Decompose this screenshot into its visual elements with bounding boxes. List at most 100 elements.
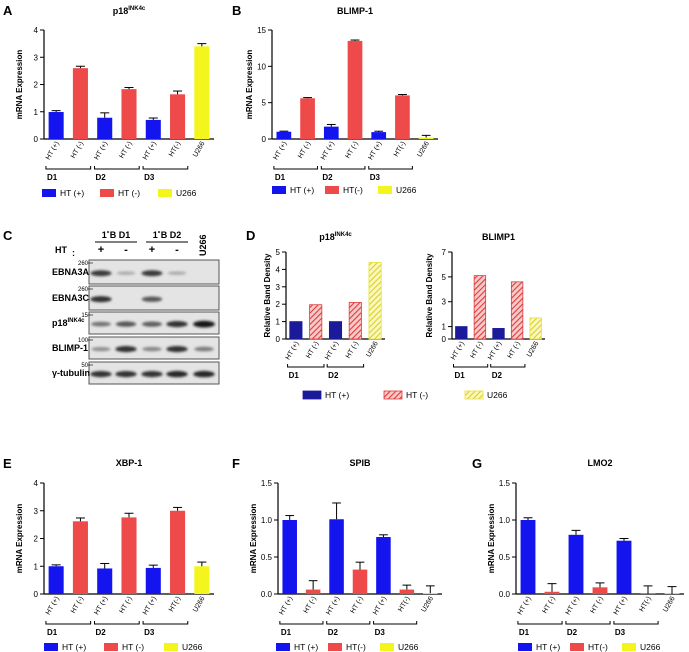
group-label: D3 <box>144 628 155 637</box>
group-label: D2 <box>328 371 339 380</box>
group-bracket: D1 <box>45 621 92 637</box>
blot-row-label: BLIMP-1 <box>52 343 88 353</box>
group-label: D2 <box>322 173 333 182</box>
x-tick-label: HT (+) <box>450 341 466 362</box>
y-tick-label: 0 <box>262 135 267 144</box>
group-label: D1 <box>454 371 465 380</box>
bracket-line <box>287 364 325 368</box>
group-bracket: D1 <box>273 166 319 182</box>
x-tick-label: HT(-) <box>397 596 411 614</box>
mw-marker: 260 <box>78 261 89 267</box>
blot-row-label: EBNA3C <box>52 293 90 303</box>
legend-label: HT (+) <box>60 188 84 198</box>
x-tick-label: HT (+) <box>278 596 294 617</box>
x-tick-label: HT (+) <box>142 596 158 617</box>
group-bracket: D2 <box>490 364 526 380</box>
bracket-line <box>517 621 563 625</box>
bar <box>289 321 303 340</box>
x-tick-label: HT (+) <box>613 596 629 617</box>
legend-swatch <box>622 643 636 651</box>
group-label: D2 <box>96 628 107 637</box>
blot-band <box>115 321 137 327</box>
bar <box>616 540 632 594</box>
y-tick-label: 5 <box>442 273 447 282</box>
legend: HT (+) HT (-) U266 <box>42 188 197 198</box>
panel-label-G: G <box>472 456 482 471</box>
group-label: D1 <box>47 173 58 182</box>
blot-band <box>166 321 188 328</box>
x-tick-label: HT (-) <box>303 596 318 615</box>
mw-marker: 260 <box>78 287 89 293</box>
bar <box>395 95 410 139</box>
legend: HT (+) HT (-) U266 <box>302 390 508 400</box>
bracket-line <box>142 166 189 170</box>
blot-band <box>141 321 163 327</box>
x-tick-label: HT (-) <box>542 596 557 615</box>
lane-group-label: 1˚B D1 <box>102 230 131 240</box>
x-tick-label: HT (+) <box>325 596 341 617</box>
bar <box>592 587 608 594</box>
y-tick-label: 1.0 <box>499 516 511 525</box>
bar <box>329 519 344 594</box>
group-label: D3 <box>615 628 626 637</box>
blot-band <box>166 346 188 353</box>
bar <box>544 591 560 594</box>
legend-swatch <box>570 643 584 651</box>
blot-row-label: p18INK4c <box>52 318 85 328</box>
chart-title: BLIMP-1 <box>337 6 373 16</box>
bracket-line <box>613 621 659 625</box>
legend-swatch <box>272 186 286 194</box>
x-tick-label: HT(-) <box>168 596 182 614</box>
x-tick-label: U266 <box>192 595 206 613</box>
group-label: D3 <box>144 173 155 182</box>
ht-label: HT <box>55 245 67 255</box>
blot-band <box>194 346 214 352</box>
group-bracket: D2 <box>326 364 365 380</box>
legend-swatch <box>276 643 290 651</box>
x-tick-label: HT (-) <box>345 341 360 360</box>
x-tick-label: HT (-) <box>590 596 605 615</box>
group-label: D1 <box>519 628 530 637</box>
bar <box>194 46 210 139</box>
x-tick-label: HT (+) <box>93 141 109 162</box>
bracket-line <box>45 621 92 625</box>
bar <box>97 117 113 139</box>
bracket-line <box>320 166 366 170</box>
legend-swatch <box>164 643 178 651</box>
group-bracket: D1 <box>452 364 489 380</box>
y-tick-label: 5 <box>276 248 281 257</box>
y-tick-label: 7 <box>442 248 447 257</box>
bar <box>121 89 137 139</box>
bracket-line <box>368 166 413 170</box>
x-tick-label: HT(-) <box>393 141 407 159</box>
y-tick-label: 0 <box>34 590 39 599</box>
chart-title: p18INK4c <box>113 6 146 16</box>
y-tick-label: 1 <box>34 562 39 571</box>
y-tick-label: 2 <box>34 81 39 90</box>
bar <box>492 328 505 340</box>
y-axis-label: mRNA Expression <box>15 504 24 574</box>
x-tick-label: HT (-) <box>70 596 85 615</box>
x-tick-label: HT (+) <box>487 341 503 362</box>
legend-swatch <box>518 643 532 651</box>
legend-label: U266 <box>398 642 419 652</box>
legend: HT (+) HT(-) U266 <box>272 185 417 195</box>
y-tick-label: 10 <box>257 62 266 71</box>
y-tick-label: 4 <box>34 479 39 488</box>
x-tick-label: U266 <box>662 595 676 613</box>
x-tick-label: HT (-) <box>469 341 484 360</box>
mw-marker: 100 <box>78 338 89 344</box>
bracket-line <box>565 621 611 625</box>
chart-B: B BLIMP-1 0 5 10 15 mRNA Expression HT (+) HT (-… <box>232 3 438 195</box>
legend-label: HT (-) <box>122 642 144 652</box>
bar <box>309 304 323 340</box>
bracket-line <box>45 166 92 170</box>
blot-band <box>166 370 188 378</box>
bracket-line <box>94 621 140 625</box>
